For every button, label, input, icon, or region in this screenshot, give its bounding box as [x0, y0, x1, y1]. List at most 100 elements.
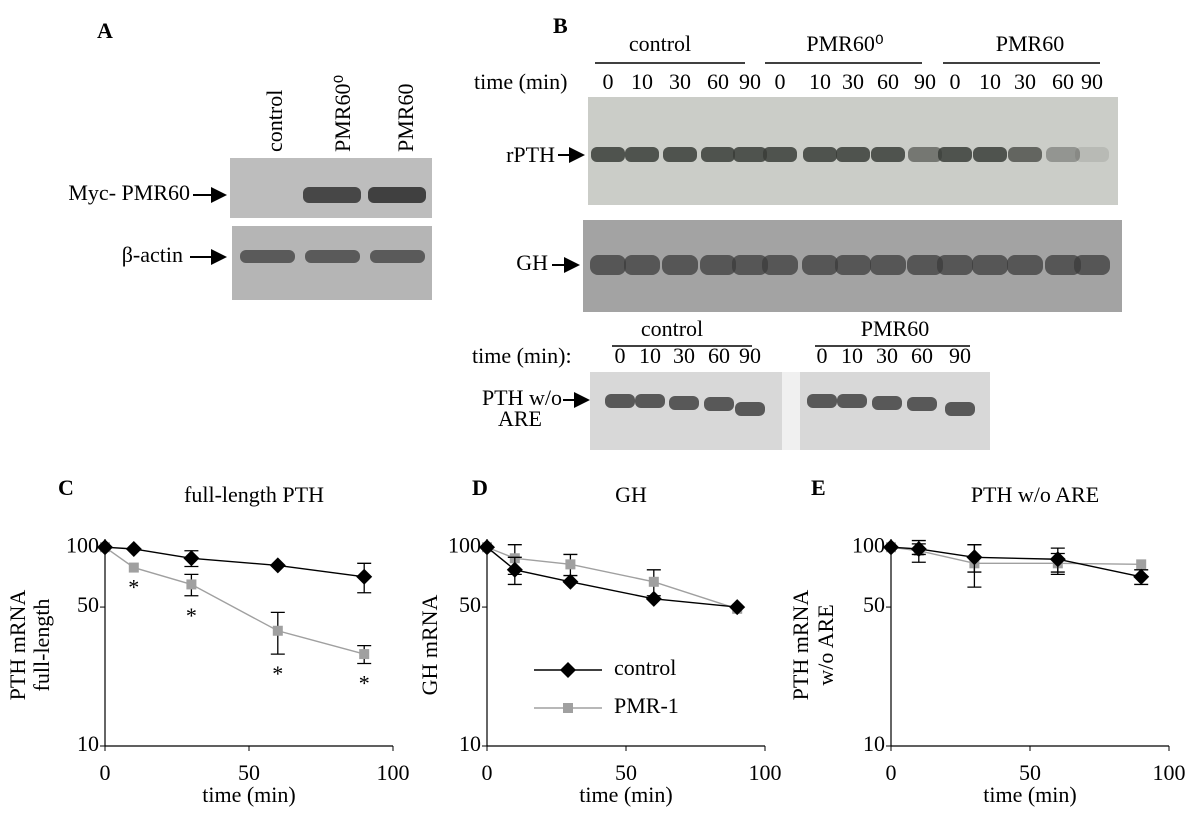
time-label: 60 — [1052, 69, 1074, 94]
marker — [479, 539, 495, 556]
group-label: control — [629, 31, 691, 56]
band — [1075, 147, 1109, 162]
band — [938, 147, 972, 162]
annotation: * — [359, 671, 370, 696]
marker — [563, 703, 573, 713]
legend-label: PMR-1 — [614, 693, 679, 718]
y-axis-label: PTH mRNA — [5, 590, 30, 701]
legend-label: control — [614, 655, 676, 680]
band — [872, 396, 902, 410]
band — [762, 255, 798, 275]
band — [972, 255, 1008, 275]
group-label: control — [641, 316, 703, 341]
y-tick-label: 50 — [77, 592, 99, 617]
y-tick-label: 50 — [863, 592, 885, 617]
band — [937, 255, 973, 275]
y-tick-label: 10 — [863, 731, 885, 756]
time-label: 10 — [841, 343, 863, 368]
time-label: 90 — [1081, 69, 1103, 94]
marker — [128, 562, 139, 573]
time-label: 60 — [707, 69, 729, 94]
y-tick-label: 50 — [459, 592, 481, 617]
y-tick-label: 10 — [77, 731, 99, 756]
marker — [356, 568, 373, 585]
band — [908, 147, 942, 162]
band — [802, 255, 838, 275]
band — [836, 147, 870, 162]
marker — [648, 576, 659, 587]
marker — [506, 561, 523, 578]
marker — [562, 573, 579, 590]
band — [803, 147, 837, 162]
time-label: 0 — [817, 343, 828, 368]
band — [625, 147, 659, 162]
time-label: 0 — [603, 69, 614, 94]
lane-label: control — [262, 90, 287, 152]
marker — [269, 557, 286, 574]
band — [1008, 147, 1042, 162]
time-label: 10 — [639, 343, 661, 368]
band — [1046, 147, 1080, 162]
band — [669, 396, 699, 410]
x-axis-label: time (min) — [202, 782, 295, 807]
group-label: PMR60 — [996, 31, 1064, 56]
y-tick-label: 100 — [448, 532, 481, 557]
y-axis-label: w/o ARE — [813, 604, 838, 685]
marker — [272, 625, 283, 636]
time-label: 60 — [911, 343, 933, 368]
time-axis-label: time (min) — [474, 69, 567, 94]
marker — [186, 579, 197, 590]
y-tick-label: 100 — [66, 532, 99, 557]
series-line — [104, 546, 365, 578]
band — [590, 255, 626, 275]
marker — [910, 540, 927, 557]
band — [635, 394, 665, 408]
band — [662, 255, 698, 275]
series-line — [104, 546, 365, 655]
y-tick-label: 100 — [852, 532, 885, 557]
time-label: 60 — [708, 343, 730, 368]
marker — [125, 540, 142, 557]
panel-letter: D — [472, 475, 488, 500]
lane-label: PMR60 — [393, 84, 418, 152]
band — [835, 255, 871, 275]
time-label: 90 — [914, 69, 936, 94]
series-line — [486, 546, 738, 608]
series-line — [486, 546, 738, 610]
time-label: 30 — [876, 343, 898, 368]
time-label: 30 — [669, 69, 691, 94]
band — [700, 255, 736, 275]
x-tick-label: 50 — [615, 760, 637, 785]
chart-title: PTH w/o ARE — [971, 482, 1099, 507]
x-tick-label: 0 — [482, 760, 493, 785]
annotation: * — [272, 661, 283, 686]
x-tick-label: 50 — [1019, 760, 1041, 785]
marker — [183, 550, 200, 567]
row-label: ARE — [498, 406, 542, 431]
band — [807, 394, 837, 408]
band — [1074, 255, 1110, 275]
y-axis-label: GH mRNA — [417, 594, 442, 695]
marker — [883, 539, 899, 556]
row-label: Myc- PMR60 — [68, 180, 190, 205]
chart-title: full-length PTH — [184, 482, 324, 507]
time-label: 0 — [615, 343, 626, 368]
group-label: PMR60⁰ — [806, 31, 883, 56]
band — [1045, 255, 1081, 275]
band — [591, 147, 625, 162]
band — [973, 147, 1007, 162]
series-line — [890, 546, 1142, 578]
chart-title: GH — [615, 482, 647, 507]
row-label: rPTH — [506, 142, 555, 167]
band — [704, 397, 734, 411]
marker — [1049, 551, 1066, 568]
time-label: 90 — [739, 343, 761, 368]
marker — [729, 599, 746, 616]
time-label: 30 — [673, 343, 695, 368]
panel-letter: A — [97, 18, 113, 43]
band — [733, 147, 767, 162]
time-label: 90 — [739, 69, 761, 94]
time-label: 30 — [1014, 69, 1036, 94]
time-label: 90 — [949, 343, 971, 368]
